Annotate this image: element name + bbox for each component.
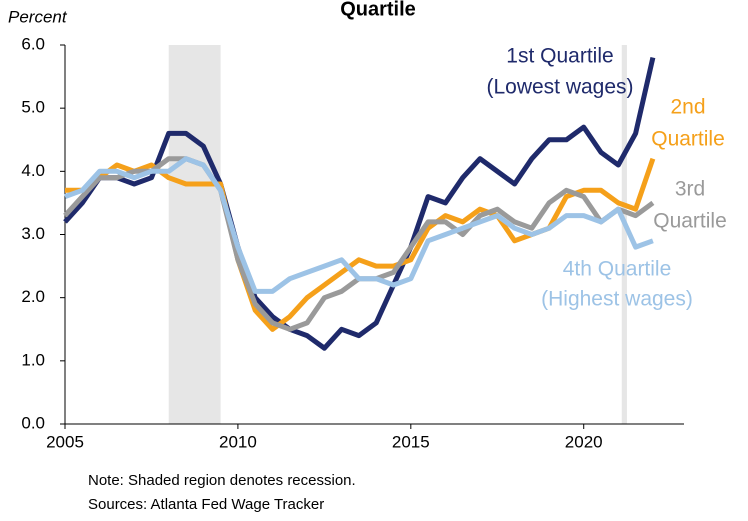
y-tick-label: 6.0 <box>21 34 45 53</box>
y-axis-label: Percent <box>8 7 68 26</box>
note: Note: Shaded region denotes recession. <box>88 472 356 489</box>
series-line <box>64 156 654 294</box>
x-tick-label: 2010 <box>219 432 257 451</box>
x-tick-label: 2005 <box>46 432 84 451</box>
y-tick-label: 4.0 <box>21 161 45 180</box>
note: Sources: Atlanta Fed Wage Tracker <box>88 496 324 513</box>
series-label: 1st Quartile <box>506 45 613 68</box>
series-label: 4th Quartile <box>563 258 672 281</box>
recession-band <box>168 45 221 424</box>
y-tick-label: 0.0 <box>21 413 45 432</box>
y-tick-label: 5.0 <box>21 98 45 117</box>
y-tick-label: 3.0 <box>21 224 45 243</box>
chart-title: Quartile <box>340 0 416 20</box>
series-label: 3rd <box>675 178 705 201</box>
y-tick-label: 2.0 <box>21 287 45 306</box>
series-label: (Lowest wages) <box>486 76 633 99</box>
series-label: 2nd <box>670 96 705 119</box>
series-line <box>63 57 656 351</box>
y-tick-label: 1.0 <box>21 350 45 369</box>
series-label: Quartile <box>651 128 725 151</box>
recession-band <box>621 45 627 424</box>
series-label: (Highest wages) <box>541 288 693 311</box>
x-tick-label: 2020 <box>565 432 603 451</box>
x-tick-label: 2015 <box>392 432 430 451</box>
series-label: Quartile <box>653 210 727 233</box>
